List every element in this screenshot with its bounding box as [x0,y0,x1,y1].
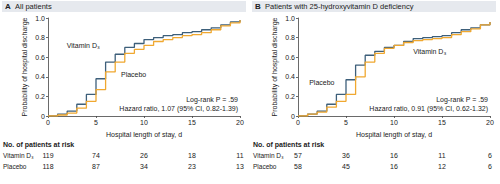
svg-text:12: 12 [438,163,446,170]
svg-text:Placebo: Placebo [253,163,277,170]
svg-text:11: 11 [438,152,445,159]
svg-text:B: B [255,2,261,11]
svg-text:0.6: 0.6 [285,54,295,61]
svg-text:1.0: 1.0 [35,15,45,22]
svg-text:10: 10 [140,119,148,126]
svg-text:26: 26 [140,152,148,159]
svg-text:13: 13 [236,163,244,170]
svg-text:0.4: 0.4 [35,73,45,80]
svg-text:Patients with 25-hydroxyvitami: Patients with 25-hydroxyvitamin D defici… [265,2,414,11]
svg-text:34: 34 [140,163,148,170]
svg-text:0.2: 0.2 [285,93,295,100]
svg-text:36: 36 [342,152,350,159]
svg-text:Vitamin D₃: Vitamin D₃ [413,48,446,55]
svg-text:20: 20 [486,119,494,126]
svg-text:16: 16 [390,163,398,170]
svg-text:0: 0 [296,119,300,126]
svg-text:Hospital length of stay, d: Hospital length of stay, d [106,131,182,139]
svg-text:No. of patients at risk: No. of patients at risk [3,141,74,149]
svg-text:5: 5 [344,119,348,126]
svg-text:1.0: 1.0 [285,15,295,22]
svg-text:20: 20 [236,119,244,126]
svg-text:87: 87 [92,163,100,170]
svg-text:5: 5 [94,119,98,126]
svg-text:Vitamin D₃: Vitamin D₃ [253,152,284,159]
svg-text:Vitamin D₃: Vitamin D₃ [3,152,34,159]
svg-text:74: 74 [92,152,100,159]
svg-text:0.6: 0.6 [35,54,45,61]
svg-text:6: 6 [488,163,492,170]
svg-text:0.8: 0.8 [285,34,295,41]
svg-text:0: 0 [41,113,45,120]
svg-text:10: 10 [390,119,398,126]
svg-text:18: 18 [188,152,196,159]
svg-text:118: 118 [42,163,53,170]
svg-text:Placebo: Placebo [3,163,27,170]
svg-text:Log-rank P = .59: Log-rank P = .59 [186,96,238,104]
svg-text:Hazard ratio, 0.91 (95% CI, 0.: Hazard ratio, 0.91 (95% CI, 0.62-1.32) [369,105,488,113]
svg-text:0: 0 [291,113,295,120]
svg-text:All patients: All patients [15,2,52,11]
svg-text:23: 23 [188,163,196,170]
svg-text:A: A [5,2,11,11]
svg-text:0.8: 0.8 [35,34,45,41]
svg-text:No. of patients at risk: No. of patients at risk [253,141,324,149]
svg-text:58: 58 [294,163,302,170]
svg-text:Hospital length of stay, d: Hospital length of stay, d [356,131,432,139]
svg-text:119: 119 [42,152,53,159]
svg-text:16: 16 [390,152,398,159]
svg-text:57: 57 [294,152,302,159]
svg-text:11: 11 [236,152,243,159]
svg-text:0.2: 0.2 [35,93,45,100]
svg-text:Probability of hospital discha: Probability of hospital discharge [21,17,29,116]
svg-text:Placebo: Placebo [121,71,146,78]
svg-text:6: 6 [488,152,492,159]
svg-text:Placebo: Placebo [309,79,334,86]
svg-text:0: 0 [46,119,50,126]
svg-text:0.4: 0.4 [285,73,295,80]
svg-text:Vitamin D₃: Vitamin D₃ [67,42,100,49]
svg-text:45: 45 [342,163,350,170]
svg-text:Hazard ratio, 1.07 (95% CI, 0.: Hazard ratio, 1.07 (95% CI, 0.82-1.39) [119,105,238,113]
svg-text:Log-rank P = .59: Log-rank P = .59 [436,96,488,104]
svg-text:15: 15 [438,119,446,126]
svg-text:15: 15 [188,119,196,126]
svg-text:Probability of hospital discha: Probability of hospital discharge [271,17,279,116]
